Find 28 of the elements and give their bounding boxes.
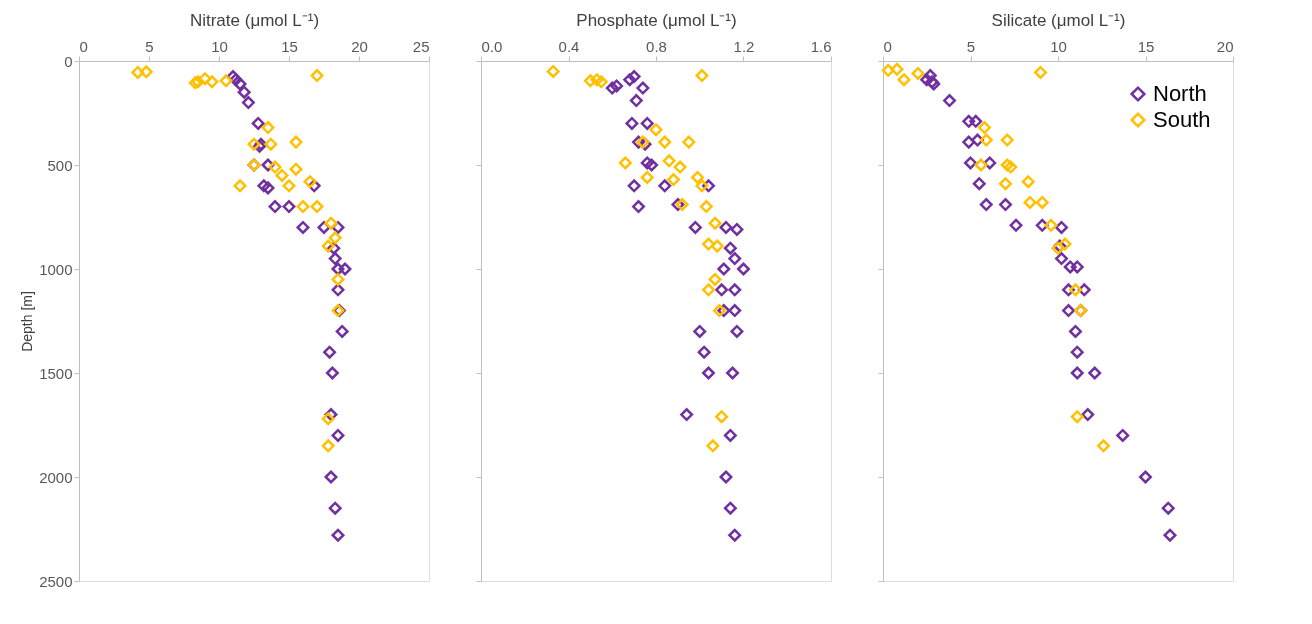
y-tick-label: 1500 (39, 364, 73, 382)
x-tick-label: 15 (1137, 37, 1155, 55)
y-tick-label: 500 (47, 156, 73, 174)
x-tick-label: 0 (79, 37, 88, 55)
x-tick-label: 0.0 (481, 37, 503, 55)
x-tick-label: 5 (145, 37, 154, 55)
x-tick-label: 0 (883, 37, 892, 55)
x-tick-label: 5 (966, 37, 976, 55)
y-tick-label: 2000 (39, 468, 73, 486)
legend-label: South (1153, 107, 1211, 132)
legend-label: North (1153, 81, 1207, 106)
x-axis-title: Silicate (μmol L⁻¹) (991, 10, 1126, 30)
x-tick-label: 10 (1050, 37, 1067, 55)
y-tick-label: 2500 (39, 572, 73, 590)
x-axis-title: Phosphate (μmol L⁻¹) (576, 10, 737, 30)
x-tick-label: 25 (412, 37, 430, 55)
x-tick-label: 0.4 (558, 37, 580, 55)
x-tick-label: 0.8 (646, 37, 667, 55)
y-axis-title: Depth [m] (19, 291, 36, 352)
x-tick-label: 15 (281, 37, 298, 55)
y-tick-label: 0 (64, 52, 73, 70)
x-tick-label: 1.2 (733, 37, 755, 55)
y-tick-label: 1000 (39, 260, 73, 278)
x-tick-label: 1.6 (810, 37, 832, 55)
x-tick-label: 20 (351, 37, 368, 55)
x-tick-label: 20 (1216, 37, 1234, 55)
x-tick-label: 10 (211, 37, 228, 55)
x-axis-title: Nitrate (μmol L⁻¹) (189, 10, 320, 30)
